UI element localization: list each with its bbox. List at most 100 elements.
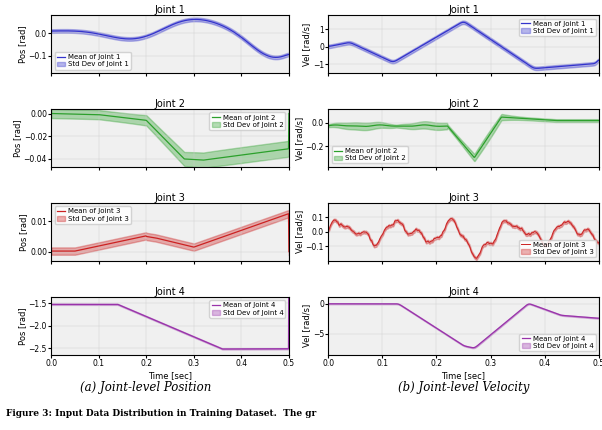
Y-axis label: Vel [rad/s]: Vel [rad/s] bbox=[295, 210, 304, 253]
Mean of Joint 4 bbox=[486, 333, 494, 338]
Mean of Joint 2 bbox=[498, 114, 506, 120]
Mean of Joint 3 bbox=[285, 211, 292, 216]
Title: Joint 3: Joint 3 bbox=[155, 193, 185, 203]
Mean of Joint 3 bbox=[487, 241, 494, 246]
Mean of Joint 2 bbox=[548, 118, 555, 123]
Mean of Joint 4 bbox=[595, 316, 602, 321]
Y-axis label: Pos [rad]: Pos [rad] bbox=[18, 25, 27, 63]
Mean of Joint 3 bbox=[280, 213, 287, 218]
Mean of Joint 3 bbox=[548, 235, 555, 240]
Mean of Joint 1 bbox=[533, 66, 540, 71]
Mean of Joint 3 bbox=[471, 255, 479, 260]
Line: Mean of Joint 1: Mean of Joint 1 bbox=[51, 19, 289, 57]
Mean of Joint 2 bbox=[48, 111, 55, 116]
Y-axis label: Vel [rad/s]: Vel [rad/s] bbox=[295, 117, 304, 160]
X-axis label: Time [sec]: Time [sec] bbox=[148, 371, 192, 380]
Mean of Joint 3 bbox=[189, 244, 196, 249]
Title: Joint 2: Joint 2 bbox=[155, 99, 185, 109]
Mean of Joint 2 bbox=[243, 152, 250, 157]
Mean of Joint 2 bbox=[285, 111, 293, 116]
Mean of Joint 2 bbox=[595, 118, 602, 123]
Legend: Mean of Joint 2, Std Dev of Joint 2: Mean of Joint 2, Std Dev of Joint 2 bbox=[332, 146, 408, 163]
Mean of Joint 4 bbox=[162, 322, 169, 327]
Mean of Joint 4 bbox=[48, 302, 55, 307]
Mean of Joint 2 bbox=[455, 136, 462, 141]
Mean of Joint 1 bbox=[455, 22, 462, 27]
Y-axis label: Vel [rad/s]: Vel [rad/s] bbox=[302, 22, 311, 66]
Line: Mean of Joint 4: Mean of Joint 4 bbox=[51, 237, 289, 349]
Mean of Joint 3 bbox=[595, 241, 602, 246]
Mean of Joint 3 bbox=[473, 256, 480, 261]
Mean of Joint 3 bbox=[324, 227, 332, 233]
Legend: Mean of Joint 1, Std Dev of Joint 1: Mean of Joint 1, Std Dev of Joint 1 bbox=[55, 52, 131, 70]
Mean of Joint 4 bbox=[161, 322, 168, 327]
Mean of Joint 1 bbox=[471, 27, 479, 32]
Mean of Joint 3 bbox=[162, 238, 169, 243]
Mean of Joint 1 bbox=[281, 53, 288, 58]
Mean of Joint 1 bbox=[486, 37, 494, 42]
Line: Mean of Joint 3: Mean of Joint 3 bbox=[328, 218, 599, 258]
Title: Joint 4: Joint 4 bbox=[155, 287, 185, 297]
Text: (a) Joint-level Position: (a) Joint-level Position bbox=[80, 381, 211, 393]
Mean of Joint 1 bbox=[243, 39, 250, 44]
Mean of Joint 3 bbox=[448, 216, 456, 221]
Legend: Mean of Joint 4, Std Dev of Joint 4: Mean of Joint 4, Std Dev of Joint 4 bbox=[209, 300, 285, 318]
Mean of Joint 4 bbox=[280, 346, 287, 351]
Text: Figure 3: Input Data Distribution in Training Dataset.  The gr: Figure 3: Input Data Distribution in Tra… bbox=[6, 409, 316, 418]
Y-axis label: Pos [rad]: Pos [rad] bbox=[13, 119, 22, 157]
Mean of Joint 2 bbox=[471, 155, 478, 160]
Mean of Joint 2 bbox=[471, 154, 479, 159]
Mean of Joint 3 bbox=[285, 249, 293, 254]
Mean of Joint 1 bbox=[273, 55, 280, 60]
Line: Mean of Joint 1: Mean of Joint 1 bbox=[328, 22, 599, 68]
Text: (b) Joint-level Velocity: (b) Joint-level Velocity bbox=[398, 381, 529, 393]
Mean of Joint 2 bbox=[161, 136, 168, 141]
Mean of Joint 2 bbox=[486, 132, 494, 137]
Mean of Joint 4 bbox=[189, 334, 196, 339]
Mean of Joint 1 bbox=[595, 58, 602, 63]
Mean of Joint 1 bbox=[460, 20, 467, 25]
Mean of Joint 3 bbox=[243, 226, 250, 231]
Mean of Joint 2 bbox=[176, 152, 184, 157]
Mean of Joint 1 bbox=[453, 23, 461, 28]
Mean of Joint 1 bbox=[192, 17, 199, 22]
Mean of Joint 4 bbox=[589, 315, 597, 320]
Legend: Mean of Joint 4, Std Dev of Joint 4: Mean of Joint 4, Std Dev of Joint 4 bbox=[520, 334, 595, 351]
Mean of Joint 1 bbox=[162, 25, 169, 31]
Mean of Joint 4 bbox=[470, 345, 477, 350]
Legend: Mean of Joint 1, Std Dev of Joint 1: Mean of Joint 1, Std Dev of Joint 1 bbox=[520, 18, 595, 36]
Mean of Joint 3 bbox=[48, 249, 55, 254]
Title: Joint 2: Joint 2 bbox=[448, 99, 479, 109]
Mean of Joint 4 bbox=[471, 344, 479, 350]
Mean of Joint 3 bbox=[454, 226, 461, 231]
Y-axis label: Pos [rad]: Pos [rad] bbox=[20, 213, 29, 251]
Mean of Joint 1 bbox=[176, 19, 184, 25]
Y-axis label: Vel [rad/s]: Vel [rad/s] bbox=[302, 304, 311, 347]
X-axis label: Time [sec]: Time [sec] bbox=[441, 371, 486, 380]
Title: Joint 4: Joint 4 bbox=[448, 287, 479, 297]
Legend: Mean of Joint 3, Std Dev of Joint 3: Mean of Joint 3, Std Dev of Joint 3 bbox=[55, 206, 131, 224]
Line: Mean of Joint 4: Mean of Joint 4 bbox=[328, 304, 599, 348]
Mean of Joint 2 bbox=[324, 123, 332, 128]
Mean of Joint 4 bbox=[455, 340, 462, 345]
Mean of Joint 2 bbox=[453, 134, 461, 139]
Mean of Joint 4 bbox=[285, 234, 293, 239]
Title: Joint 3: Joint 3 bbox=[448, 193, 479, 203]
Mean of Joint 1 bbox=[48, 28, 55, 34]
Line: Mean of Joint 3: Mean of Joint 3 bbox=[51, 214, 289, 252]
Mean of Joint 1 bbox=[548, 64, 555, 70]
Mean of Joint 3 bbox=[176, 241, 184, 246]
Mean of Joint 2 bbox=[189, 157, 196, 162]
Mean of Joint 2 bbox=[200, 157, 207, 163]
Mean of Joint 4 bbox=[176, 328, 184, 333]
Mean of Joint 2 bbox=[280, 147, 287, 152]
Legend: Mean of Joint 2, Std Dev of Joint 2: Mean of Joint 2, Std Dev of Joint 2 bbox=[209, 112, 285, 130]
Mean of Joint 4 bbox=[219, 347, 226, 352]
Line: Mean of Joint 2: Mean of Joint 2 bbox=[51, 114, 289, 160]
Mean of Joint 3 bbox=[455, 229, 462, 234]
Line: Mean of Joint 2: Mean of Joint 2 bbox=[328, 117, 599, 157]
Legend: Mean of Joint 3, Std Dev of Joint 3: Mean of Joint 3, Std Dev of Joint 3 bbox=[520, 240, 595, 258]
Mean of Joint 2 bbox=[590, 118, 597, 123]
Mean of Joint 3 bbox=[161, 237, 168, 243]
Mean of Joint 4 bbox=[243, 346, 250, 351]
